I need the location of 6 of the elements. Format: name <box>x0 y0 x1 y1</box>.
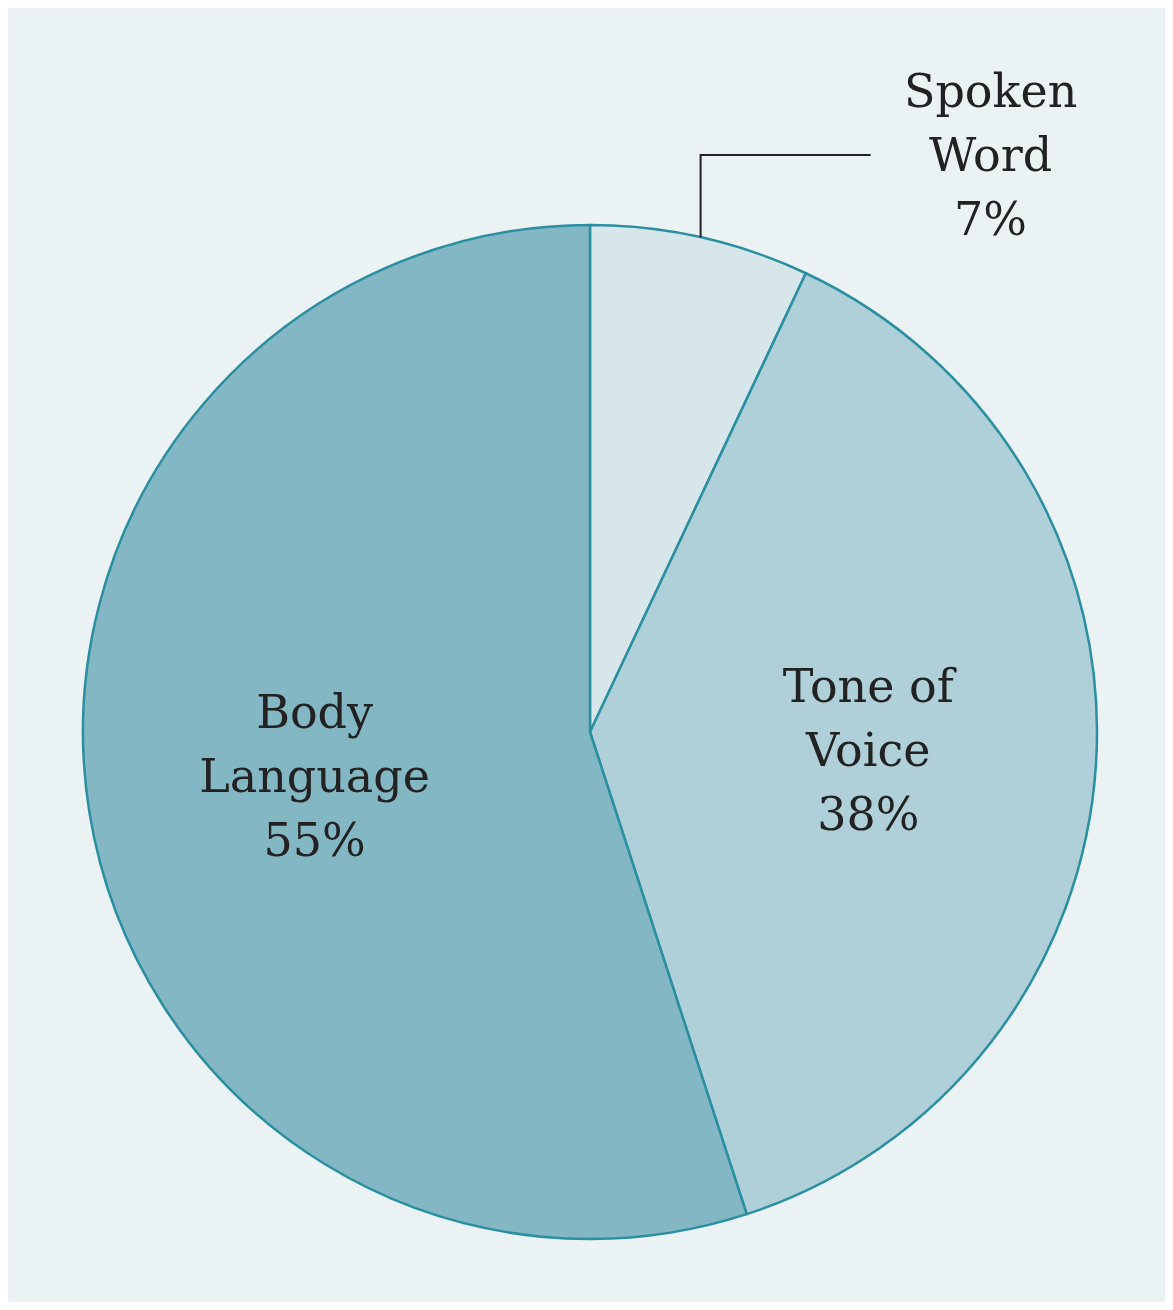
data-label: 38% <box>817 786 920 841</box>
slice-label: Spoken Word <box>903 64 1078 182</box>
slice-label: Body Language <box>199 684 430 803</box>
slice-label: Tone of Voice <box>782 658 957 777</box>
data-label: 7% <box>954 192 1028 246</box>
data-label: 55% <box>263 812 366 867</box>
